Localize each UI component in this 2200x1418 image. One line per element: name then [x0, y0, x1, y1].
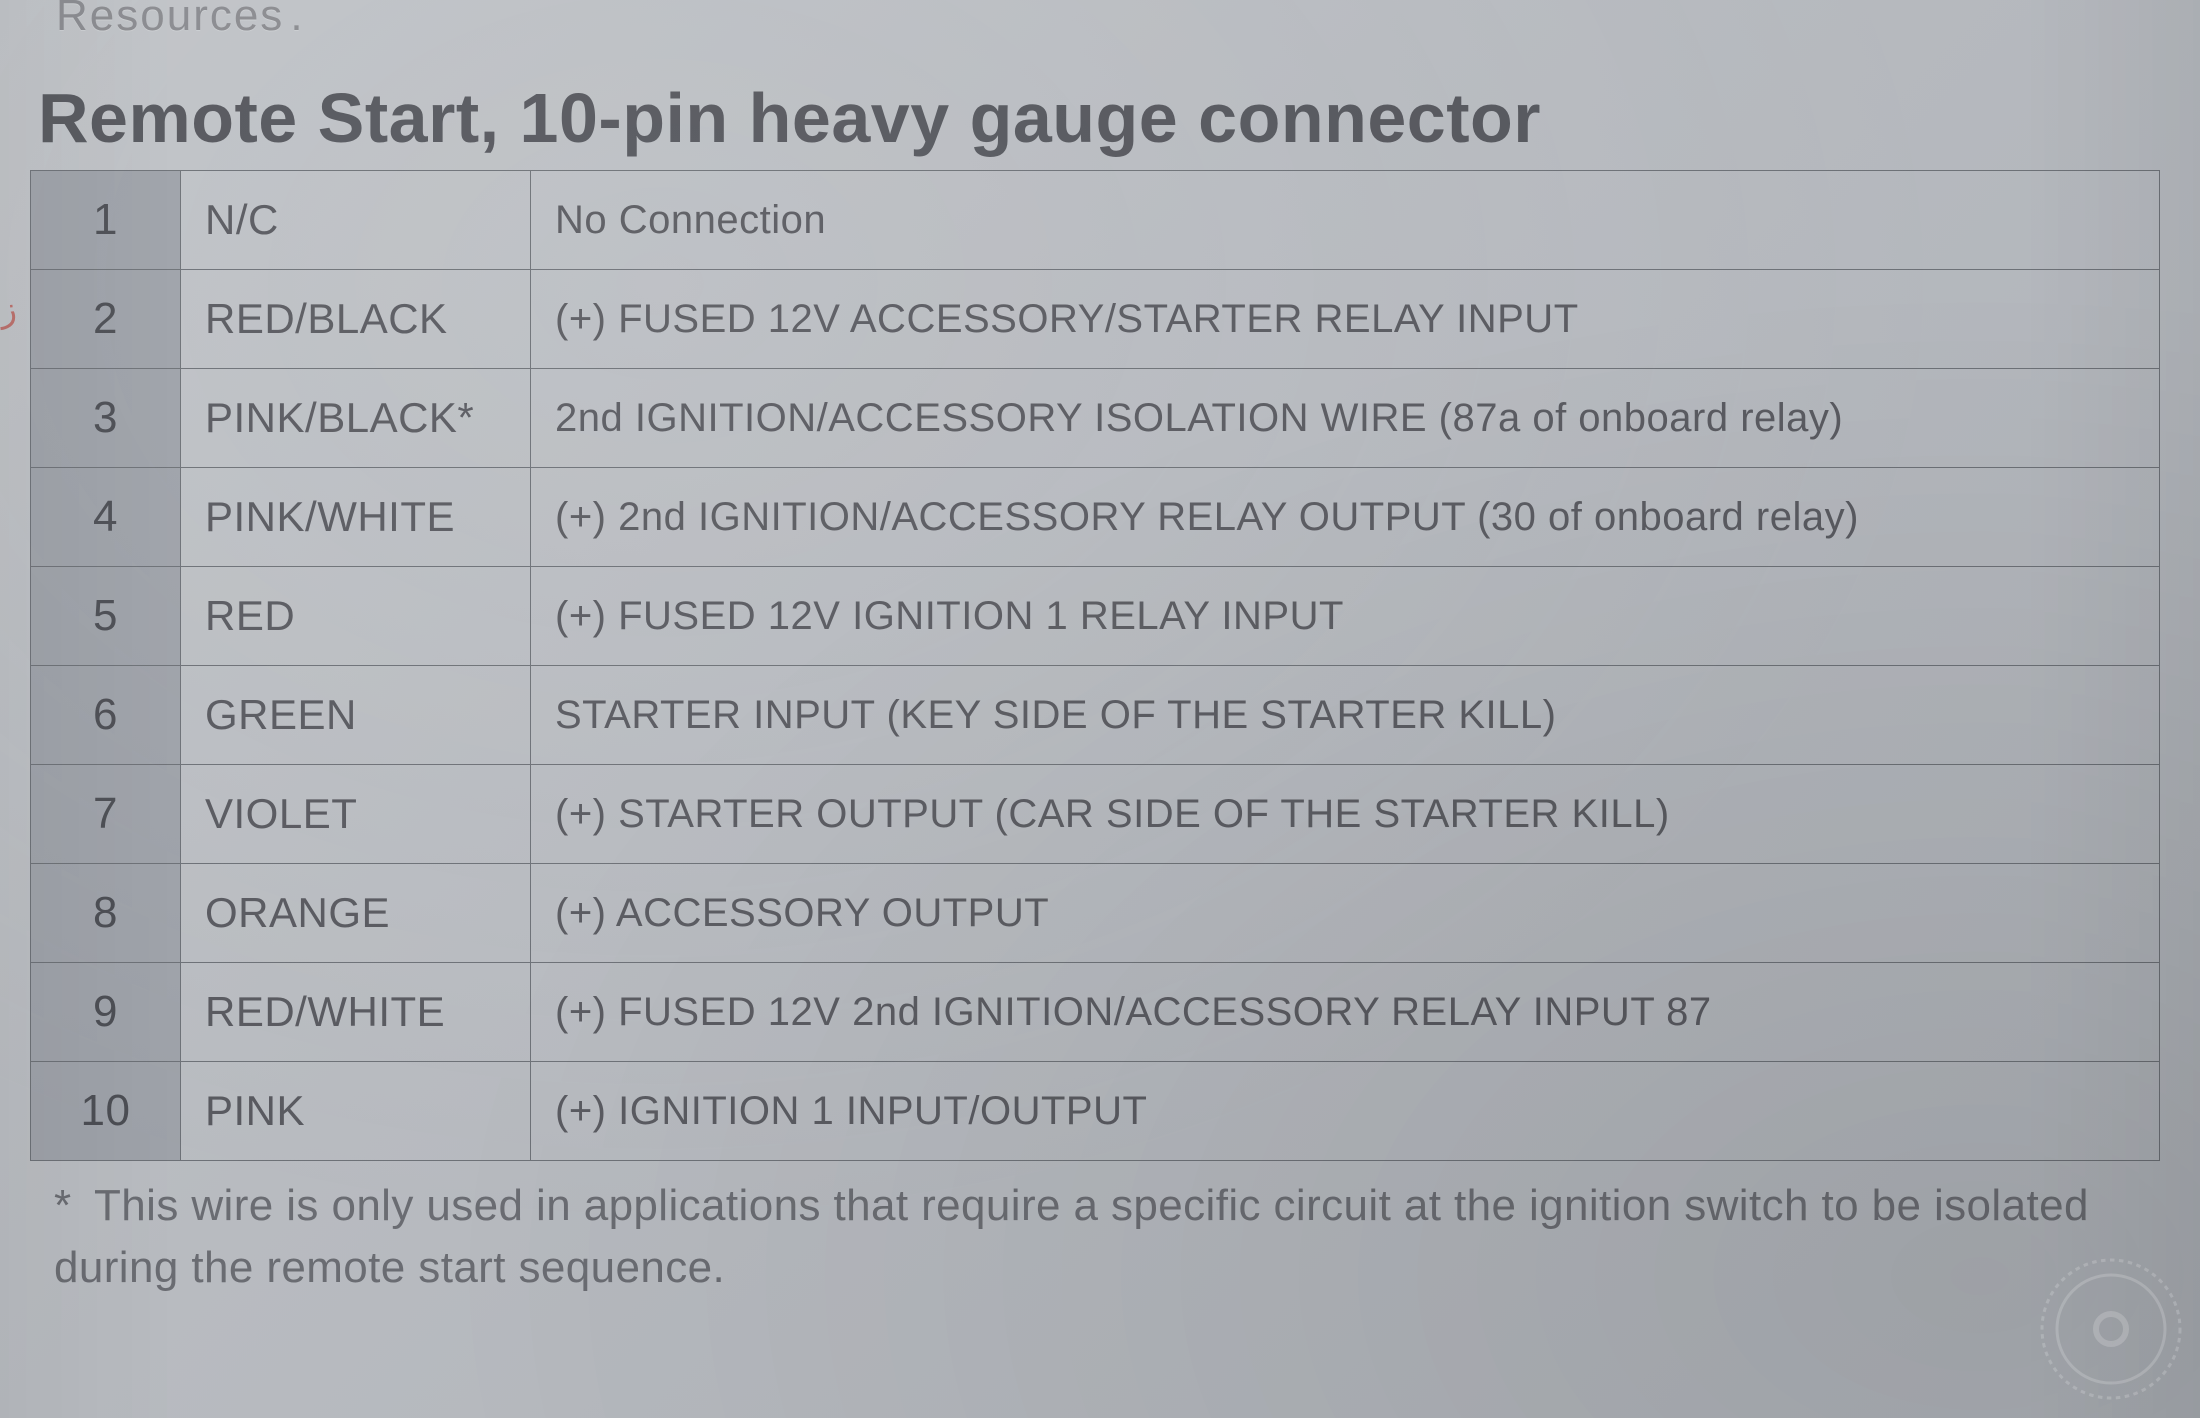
footnote-marker: * — [54, 1175, 94, 1237]
description-cell: (+) STARTER OUTPUT (CAR SIDE OF THE STAR… — [531, 765, 2160, 864]
table-row: 2RED/BLACK(+) FUSED 12V ACCESSORY/STARTE… — [31, 270, 2160, 369]
wire-color-cell: RED/WHITE — [181, 963, 531, 1062]
table-row: 8ORANGE(+) ACCESSORY OUTPUT — [31, 864, 2160, 963]
wire-color-cell: N/C — [181, 171, 531, 270]
wire-color-cell: PINK — [181, 1062, 531, 1161]
description-cell: STARTER INPUT (KEY SIDE OF THE STARTER K… — [531, 666, 2160, 765]
cropped-header-text: Resources. — [30, 0, 2170, 42]
description-cell: (+) FUSED 12V IGNITION 1 RELAY INPUT — [531, 567, 2160, 666]
table-body: 1N/CNo Connection2RED/BLACK(+) FUSED 12V… — [31, 171, 2160, 1161]
description-cell: (+) FUSED 12V ACCESSORY/STARTER RELAY IN… — [531, 270, 2160, 369]
wire-color-cell: ORANGE — [181, 864, 531, 963]
wire-color-cell: RED — [181, 567, 531, 666]
table-row: 10PINK(+) IGNITION 1 INPUT/OUTPUT — [31, 1062, 2160, 1161]
description-cell: (+) 2nd IGNITION/ACCESSORY RELAY OUTPUT … — [531, 468, 2160, 567]
pin-number-cell: 6 — [31, 666, 181, 765]
table-row: 7VIOLET(+) STARTER OUTPUT (CAR SIDE OF T… — [31, 765, 2160, 864]
wire-color-cell: VIOLET — [181, 765, 531, 864]
cropped-header-word: Resources — [56, 0, 284, 40]
pin-number-cell: 1 — [31, 171, 181, 270]
table-row: 1N/CNo Connection — [31, 171, 2160, 270]
section-title: Remote Start, 10-pin heavy gauge connect… — [38, 78, 2170, 158]
footnote-text: This wire is only used in applications t… — [54, 1181, 2089, 1292]
pin-number-cell: 2 — [31, 270, 181, 369]
table-row: 3PINK/BLACK*2nd IGNITION/ACCESSORY ISOLA… — [31, 369, 2160, 468]
pin-number-cell: 5 — [31, 567, 181, 666]
pin-number-cell: 4 — [31, 468, 181, 567]
wire-color-cell: GREEN — [181, 666, 531, 765]
description-cell: (+) IGNITION 1 INPUT/OUTPUT — [531, 1062, 2160, 1161]
wire-color-cell: PINK/WHITE — [181, 468, 531, 567]
table-row: 6GREENSTARTER INPUT (KEY SIDE OF THE STA… — [31, 666, 2160, 765]
pin-number-cell: 10 — [31, 1062, 181, 1161]
pin-number-cell: 8 — [31, 864, 181, 963]
connector-pinout-table: 1N/CNo Connection2RED/BLACK(+) FUSED 12V… — [30, 170, 2160, 1161]
pin-number-cell: 3 — [31, 369, 181, 468]
wire-color-cell: RED/BLACK — [181, 270, 531, 369]
pin-number-cell: 9 — [31, 963, 181, 1062]
table-row: 5RED(+) FUSED 12V IGNITION 1 RELAY INPUT — [31, 567, 2160, 666]
pin-number-cell: 7 — [31, 765, 181, 864]
handwriting-ink-mark: ز — [0, 289, 18, 330]
wire-color-cell: PINK/BLACK* — [181, 369, 531, 468]
footnote: *This wire is only used in applications … — [30, 1175, 2170, 1300]
description-cell: 2nd IGNITION/ACCESSORY ISOLATION WIRE (8… — [531, 369, 2160, 468]
cropped-header-period: . — [290, 0, 304, 40]
description-cell: No Connection — [531, 171, 2160, 270]
description-cell: (+) FUSED 12V 2nd IGNITION/ACCESSORY REL… — [531, 963, 2160, 1062]
description-cell: (+) ACCESSORY OUTPUT — [531, 864, 2160, 963]
table-row: 4PINK/WHITE(+) 2nd IGNITION/ACCESSORY RE… — [31, 468, 2160, 567]
table-row: 9RED/WHITE(+) FUSED 12V 2nd IGNITION/ACC… — [31, 963, 2160, 1062]
